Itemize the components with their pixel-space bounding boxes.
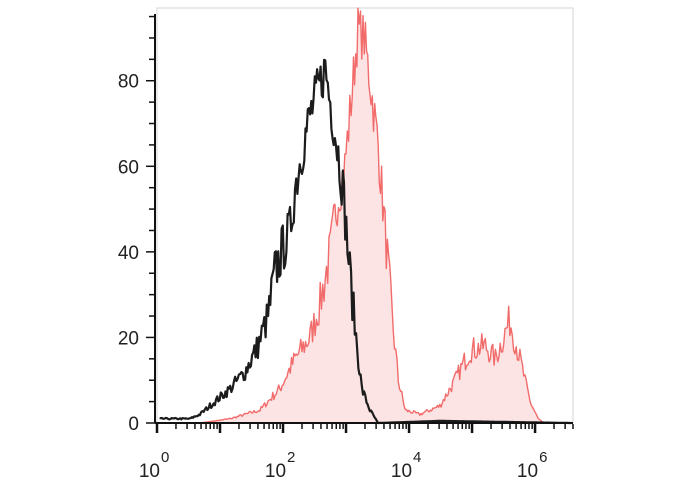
y-tick-label: 80 bbox=[118, 72, 139, 93]
x-tick-exponent: 2 bbox=[287, 449, 295, 466]
x-tick-label: 106 bbox=[517, 449, 547, 482]
series-1-fill bbox=[199, 8, 544, 423]
x-tick-base: 10 bbox=[265, 461, 286, 482]
series-1-line bbox=[199, 7, 545, 424]
x-tick-base: 10 bbox=[517, 461, 538, 482]
x-tick-base: 10 bbox=[139, 461, 160, 482]
y-tick-label: 60 bbox=[118, 157, 139, 178]
series-0-line bbox=[159, 58, 572, 425]
x-tick-exponent: 6 bbox=[539, 449, 547, 466]
y-tick-label: 0 bbox=[128, 414, 139, 435]
y-tick-label: 20 bbox=[118, 328, 139, 349]
series-layer bbox=[159, 7, 572, 425]
x-tick-label: 104 bbox=[391, 449, 421, 482]
x-tick-exponent: 4 bbox=[413, 449, 421, 466]
x-tick-base: 10 bbox=[391, 461, 412, 482]
x-tick-label: 102 bbox=[265, 449, 295, 482]
y-tick-label: 40 bbox=[118, 243, 139, 264]
x-tick-exponent: 0 bbox=[161, 449, 169, 466]
x-tick-label: 100 bbox=[139, 449, 169, 482]
